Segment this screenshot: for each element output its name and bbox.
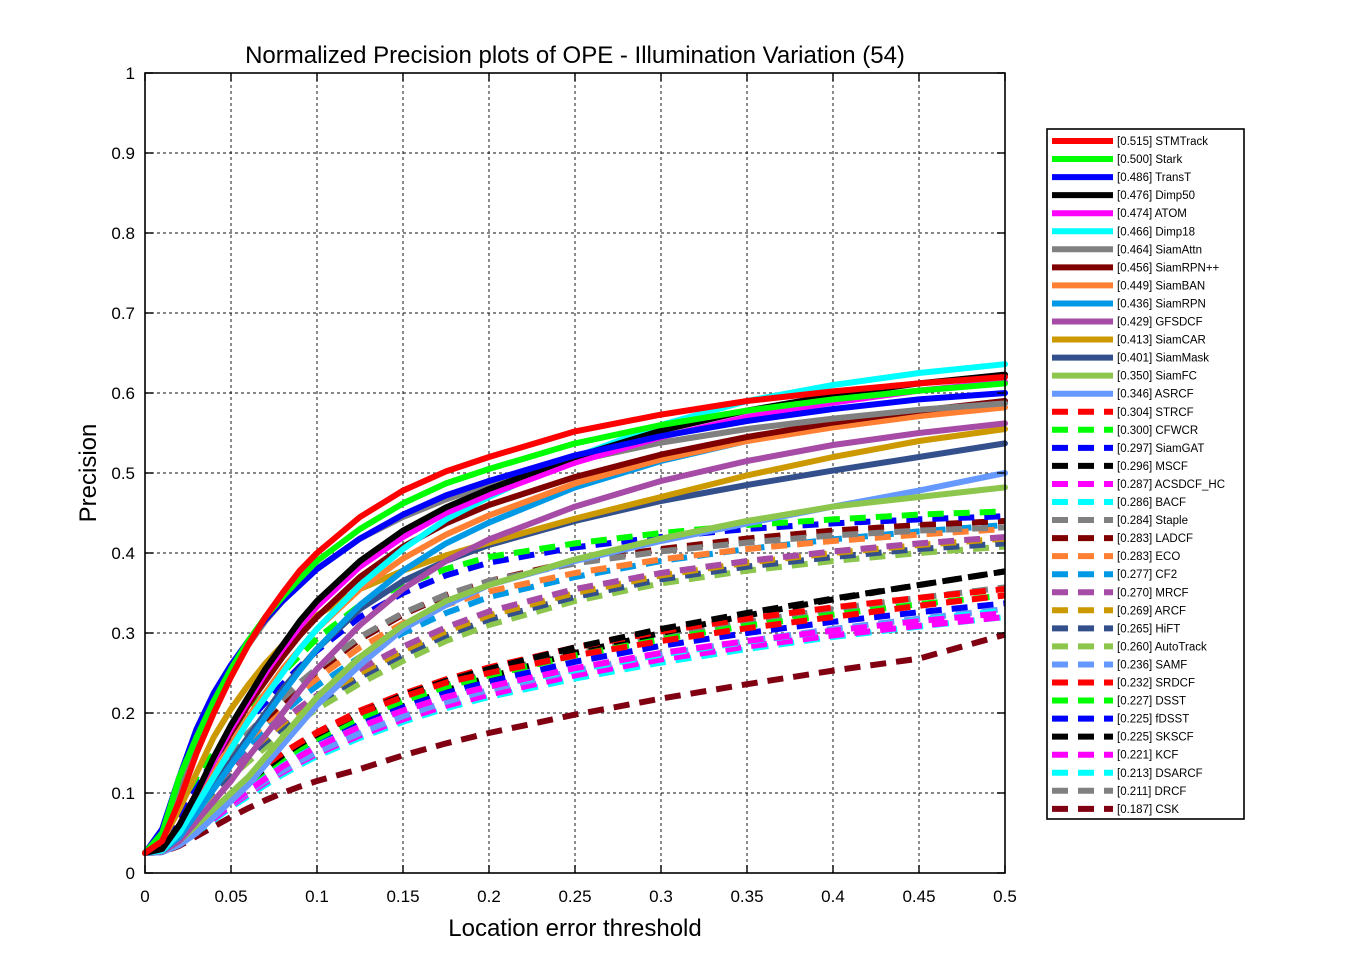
x-tick-label: 0.25 — [558, 887, 591, 906]
legend-entry-label: [0.464] SiamAttn — [1117, 244, 1202, 256]
legend-entry-label: [0.429] GFSDCF — [1117, 317, 1203, 329]
y-tick-label: 0.5 — [111, 464, 135, 483]
y-tick-label: 0.6 — [111, 384, 135, 403]
legend-entry-label: [0.286] BACF — [1117, 497, 1186, 509]
y-tick-label: 0.1 — [111, 784, 135, 803]
y-tick-label: 0.7 — [111, 304, 135, 323]
legend-entry-label: [0.283] LADCF — [1117, 533, 1193, 545]
y-tick-label: 0.4 — [111, 544, 135, 563]
y-tick-label: 0.3 — [111, 624, 135, 643]
y-tick-label: 0.9 — [111, 144, 135, 163]
y-tick-label: 1 — [126, 64, 135, 83]
x-tick-label: 0.4 — [821, 887, 845, 906]
legend-entry-label: [0.413] SiamCAR — [1117, 335, 1206, 347]
legend-entry-label: [0.265] HiFT — [1117, 623, 1180, 635]
x-tick-label: 0.15 — [386, 887, 419, 906]
legend-entry-label: [0.350] SiamFC — [1117, 371, 1197, 383]
legend-entry-label: [0.466] Dimp18 — [1117, 226, 1195, 238]
legend-entry-label: [0.227] DSST — [1117, 696, 1186, 708]
y-tick-label: 0.8 — [111, 224, 135, 243]
legend-entry-label: [0.500] Stark — [1117, 154, 1182, 166]
x-tick-label: 0.45 — [902, 887, 935, 906]
legend-entry-label: [0.225] SKSCF — [1117, 732, 1194, 744]
legend-entry-label: [0.269] ARCF — [1117, 605, 1186, 617]
legend-entry-label: [0.284] Staple — [1117, 515, 1188, 527]
series-line-stmtrack — [142, 374, 1008, 856]
legend-entry-label: [0.456] SiamRPN++ — [1117, 262, 1220, 274]
x-axis-label: Location error threshold — [448, 915, 701, 942]
y-axis-label: Precision — [75, 424, 102, 523]
x-tick-label: 0.2 — [477, 887, 501, 906]
series-line-dimp18 — [142, 361, 1008, 856]
legend-entry-label: [0.287] ACSDCF_HC — [1117, 479, 1225, 491]
series-lines — [142, 361, 1008, 856]
legend-entry-label: [0.211] DRCF — [1117, 786, 1186, 798]
series-line-stark — [142, 380, 1008, 856]
legend-entry-label: [0.236] SAMF — [1117, 659, 1187, 671]
series-line-siamfc — [142, 484, 1008, 856]
legend-entry-label: [0.474] ATOM — [1117, 208, 1187, 220]
series-line-strcf — [144, 592, 1006, 856]
legend-entry-label: [0.225] fDSST — [1117, 714, 1189, 726]
y-tick-label: 0 — [126, 864, 135, 883]
x-tick-label: 0.5 — [993, 887, 1017, 906]
legend-entry-label: [0.300] CFWCR — [1117, 425, 1198, 437]
legend-entry-label: [0.476] Dimp50 — [1117, 190, 1195, 202]
legend-entry-label: [0.346] ASRCF — [1117, 389, 1194, 401]
legend-entry-label: [0.232] SRDCF — [1117, 678, 1195, 690]
legend-entry-label: [0.213] DSARCF — [1117, 768, 1203, 780]
legend: [0.515] STMTrack [0.500] Stark [0.486] Tra… — [1046, 128, 1245, 820]
legend-entry-label: [0.304] STRCF — [1117, 407, 1194, 419]
legend-entry-label: [0.297] SiamGAT — [1117, 443, 1204, 455]
legend-entry-label: [0.449] SiamBAN — [1117, 280, 1205, 292]
series-line-csk — [144, 631, 1006, 856]
y-tick-label: 0.2 — [111, 704, 135, 723]
x-tick-label: 0.1 — [305, 887, 329, 906]
x-axis-ticks: 0 0.05 0.1 0.15 0.2 0.25 0.3 0.35 0.4 0.45 0.5 — [140, 73, 1017, 906]
legend-entry-label: [0.277] CF2 — [1117, 569, 1177, 581]
series-line-gfsdcf — [142, 420, 1008, 856]
y-axis-ticks: 0 0.1 0.2 0.3 0.4 0.5 0.6 0.7 0.8 0.9 1 — [111, 64, 1005, 883]
legend-entry-label: [0.436] SiamRPN — [1117, 298, 1206, 310]
legend-entry-label: [0.283] ECO — [1117, 551, 1180, 563]
legend-entry-label: [0.515] STMTrack — [1117, 136, 1208, 148]
legend-entry-label: [0.260] AutoTrack — [1117, 641, 1207, 653]
legend-entry-label: [0.486] TransT — [1117, 172, 1191, 184]
x-tick-label: 0.3 — [649, 887, 673, 906]
series-line-transt — [142, 390, 1008, 856]
x-tick-label: 0 — [140, 887, 149, 906]
legend-entry-label: [0.221] KCF — [1117, 750, 1178, 762]
chart-title: Normalized Precision plots of OPE - Illu… — [245, 42, 905, 69]
legend-entry-label: [0.270] MRCF — [1117, 587, 1189, 599]
x-tick-label: 0.35 — [730, 887, 763, 906]
legend-entry-label: [0.401] SiamMask — [1117, 353, 1209, 365]
series-line-autotrack — [144, 543, 1006, 856]
x-tick-label: 0.05 — [214, 887, 247, 906]
legend-entry-label: [0.296] MSCF — [1117, 461, 1188, 473]
legend-box — [1046, 128, 1245, 820]
legend-entry-label: [0.187] CSK — [1117, 804, 1179, 816]
